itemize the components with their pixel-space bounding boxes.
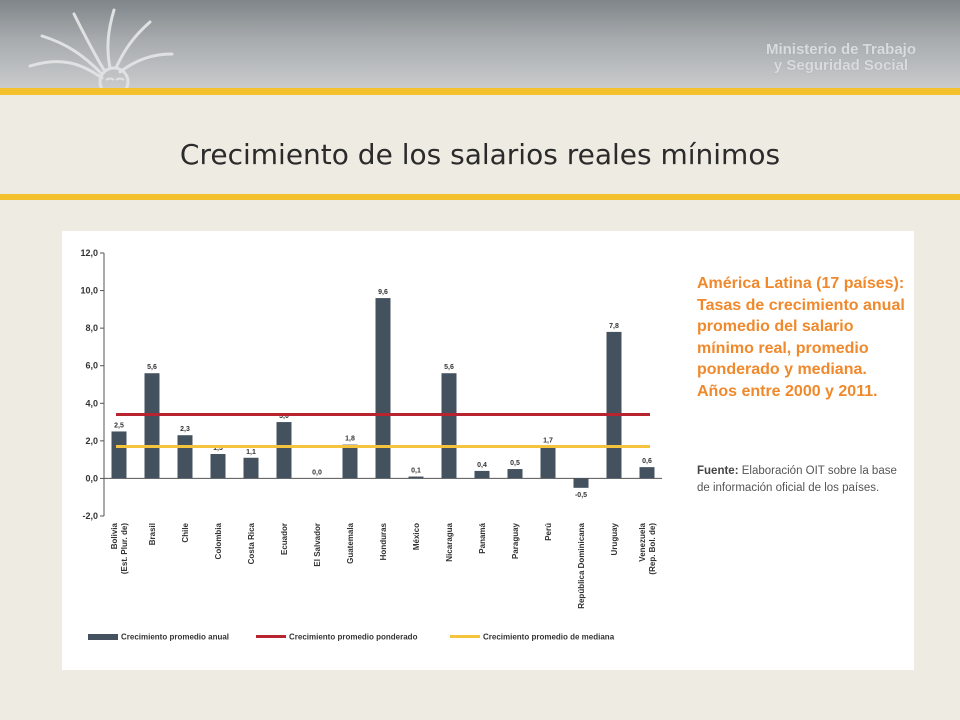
ministry-line-1: Ministerio de Trabajo (765, 41, 916, 58)
category-label: Honduras (379, 522, 388, 560)
bar-value-label: 1,7 (543, 437, 553, 444)
source-note: Fuente: Elaboración OIT sobre la base de… (697, 463, 912, 497)
bar-value-label: 1,3 (213, 445, 223, 452)
bar-value-label: 0,4 (477, 462, 487, 469)
y-tick-label: 10,0 (80, 286, 98, 296)
category-label: Venezuela(Rep. Bol. de) (638, 522, 657, 574)
bar-value-label: 0,5 (510, 460, 520, 467)
category-label: Bolivia(Est. Plur. de) (110, 522, 129, 574)
bar-value-label: 9,6 (378, 289, 388, 296)
bar (243, 457, 259, 479)
bar-value-label: 1,1 (246, 449, 256, 456)
legend-swatch-median (450, 635, 480, 639)
y-tick-label: 8,0 (85, 323, 98, 333)
y-tick-label: 2,0 (85, 436, 98, 446)
category-label: Chile (181, 522, 190, 542)
bar-value-label: 7,8 (609, 323, 619, 330)
legend-swatch-weighted (256, 635, 286, 639)
category-label: Ecuador (280, 523, 289, 555)
bar (639, 467, 655, 479)
bar (144, 373, 160, 479)
legend-label-weighted: Crecimiento promedio ponderado (289, 632, 418, 642)
chart-panel: -2,0 0,0 2,0 4,0 6,0 8,0 10,0 12,0 2,5 Bolivia(Es… (62, 231, 914, 670)
ministry-name: Ministerio de Trabajo y Seguridad Social (766, 42, 916, 74)
bar (606, 331, 622, 479)
y-tick-label: 6,0 (85, 361, 98, 371)
source-label: Fuente: (697, 465, 739, 477)
bar (408, 476, 424, 479)
category-label: México (412, 523, 421, 550)
category-label: El Salvador (313, 523, 322, 567)
bar-value-label: 5,6 (444, 364, 454, 371)
bar-value-label: 1,8 (345, 436, 355, 443)
category-label: Costa Rica (247, 522, 256, 564)
bar-value-label: 3,0 (279, 413, 289, 420)
bar-value-label: 2,3 (180, 426, 190, 433)
category-label: Colombia (214, 522, 223, 559)
legend-label-median: Crecimiento promedio de mediana (483, 632, 615, 642)
y-tick-label: 12,0 (80, 248, 98, 258)
bar (276, 422, 292, 479)
bar (177, 435, 193, 479)
category-label: República Dominicana (577, 522, 586, 608)
bar-value-label: -0,5 (575, 492, 587, 499)
bar-value-label: 0,0 (312, 469, 322, 476)
bar (111, 431, 127, 479)
legend-item-weighted: Crecimiento promedio ponderado (256, 632, 417, 646)
ministry-line-2: y Seguridad Social (773, 57, 909, 74)
bar-chart: -2,0 0,0 2,0 4,0 6,0 8,0 10,0 12,0 2,5 Bolivia(Es… (80, 248, 662, 609)
y-tick-label: 4,0 (85, 398, 98, 408)
y-tick-label: 0,0 (85, 473, 98, 483)
page-title: Crecimiento de los salarios reales mínim… (179, 138, 781, 171)
source-text: Elaboración OIT sobre la base de informa… (697, 465, 897, 494)
bar-value-label: 0,1 (411, 468, 421, 475)
bar (474, 470, 490, 479)
title-accent-line (0, 194, 960, 200)
chart-description: América Latina (17 países): Tasas de cre… (697, 275, 905, 400)
category-label: Guatemala (346, 522, 355, 563)
bar-value-label: 0,6 (642, 458, 652, 465)
category-label: Nicaragua (445, 522, 454, 561)
legend-swatch-bars (88, 633, 118, 640)
legend-label-bars: Crecimiento promedio anual (121, 632, 230, 642)
category-label: Uruguay (610, 522, 619, 555)
legend-item-median: Crecimiento promedio de mediana (450, 632, 614, 646)
category-label: Paraguay (511, 522, 520, 559)
bar (342, 444, 358, 479)
category-label: Panamá (478, 522, 487, 553)
bar (507, 469, 523, 479)
bar (573, 478, 589, 488)
header-bar (0, 0, 960, 88)
bar-value-label: 2,5 (114, 422, 124, 429)
y-tick-label: -2,0 (82, 511, 98, 521)
bar (210, 454, 226, 479)
category-label: Perú (544, 523, 553, 541)
bar (540, 446, 556, 479)
header-accent-line (0, 88, 960, 95)
sun-icon (28, 8, 174, 88)
legend-item-bars: Crecimiento promedio anual (88, 632, 229, 646)
category-label: Brasil (148, 523, 157, 545)
bar (441, 373, 457, 479)
bar-value-label: 5,6 (147, 364, 157, 371)
bar (375, 298, 391, 479)
